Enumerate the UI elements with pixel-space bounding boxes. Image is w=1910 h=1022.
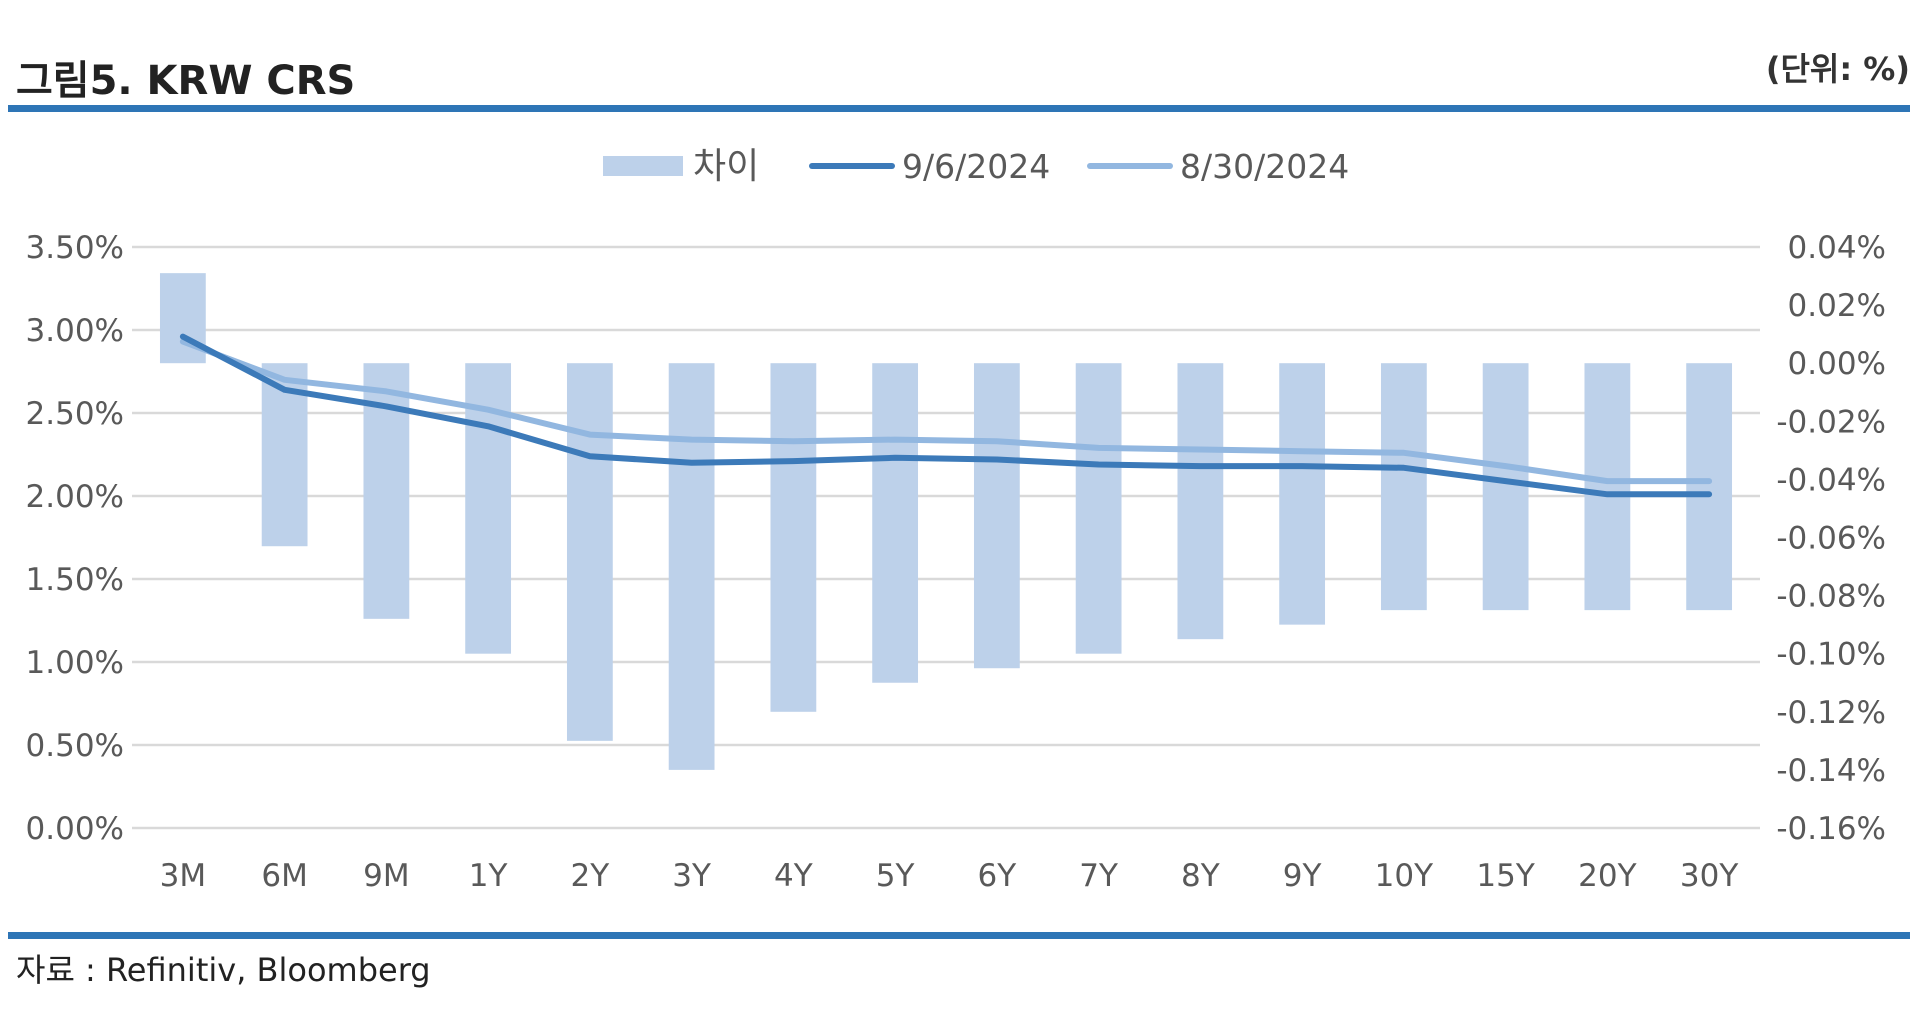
line-series-previous	[179, 338, 1713, 485]
right-y-axis: -0.16% -0.14% -0.12% -0.10% -0.08% -0.06% -0.0…	[1776, 230, 1886, 847]
x-tick-label: 3Y	[672, 858, 711, 894]
right-tick-label: -0.08%	[1776, 579, 1886, 615]
right-tick-label: 0.00%	[1788, 346, 1886, 382]
top-rule	[8, 105, 1910, 112]
bar-difference-30Y	[1686, 363, 1733, 611]
chart-title: 그림5. KRW CRS	[16, 58, 356, 104]
right-tick-label: -0.16%	[1776, 811, 1886, 847]
left-tick-label: 0.00%	[26, 811, 124, 847]
source-note: 자료 : Refinitiv, Bloomberg	[16, 951, 431, 989]
left-tick-label: 2.50%	[26, 396, 124, 432]
x-tick-label: 7Y	[1079, 858, 1118, 894]
x-tick-label: 9Y	[1283, 858, 1322, 894]
right-tick-label: -0.06%	[1776, 521, 1886, 557]
right-tick-label: -0.04%	[1776, 462, 1886, 498]
x-tick-label: 8Y	[1181, 858, 1220, 894]
legend-swatch-bar	[603, 156, 683, 176]
legend-label-difference: 차이	[693, 146, 759, 187]
x-tick-label: 3M	[160, 858, 206, 894]
bar-difference-8Y	[1177, 363, 1224, 640]
lines-series	[179, 333, 1713, 498]
bar-difference-6Y	[973, 363, 1020, 669]
right-tick-label: -0.12%	[1776, 695, 1886, 731]
bar-difference-15Y	[1482, 363, 1529, 611]
bar-difference-7Y	[1075, 363, 1122, 654]
bar-difference-20Y	[1584, 363, 1631, 611]
left-tick-label: 3.00%	[26, 313, 124, 349]
x-tick-label: 2Y	[571, 858, 610, 894]
left-y-axis: 0.00% 0.50% 1.00% 1.50% 2.00% 2.50% 3.00% 3.50%	[26, 230, 124, 847]
legend: 차이 9/6/2024 8/30/2024	[603, 146, 1349, 187]
bars-difference	[159, 273, 1733, 770]
bar-difference-4Y	[770, 363, 817, 712]
left-tick-label: 2.00%	[26, 479, 124, 515]
x-tick-label: 4Y	[774, 858, 813, 894]
right-tick-label: -0.10%	[1776, 637, 1886, 673]
x-axis: 3M 6M 9M 1Y 2Y 3Y 4Y 5Y 6Y 7Y 8Y 9Y 10Y 15Y 20Y 30Y	[160, 858, 1739, 894]
bar-difference-5Y	[872, 363, 919, 683]
x-tick-label: 15Y	[1476, 858, 1534, 894]
unit-label: (단위: %)	[1765, 50, 1910, 88]
x-tick-label: 9M	[363, 858, 409, 894]
bar-difference-2Y	[566, 363, 613, 741]
right-tick-label: 0.04%	[1788, 230, 1886, 266]
x-tick-label: 10Y	[1375, 858, 1433, 894]
bar-difference-10Y	[1380, 363, 1427, 611]
left-tick-label: 1.00%	[26, 645, 124, 681]
left-tick-label: 3.50%	[26, 230, 124, 266]
x-tick-label: 30Y	[1680, 858, 1738, 894]
legend-label-current: 9/6/2024	[902, 147, 1050, 186]
x-tick-label: 6M	[261, 858, 307, 894]
left-tick-label: 0.50%	[26, 728, 124, 764]
right-tick-label: -0.02%	[1776, 404, 1886, 440]
x-tick-label: 5Y	[876, 858, 915, 894]
x-tick-label: 1Y	[469, 858, 508, 894]
legend-label-previous: 8/30/2024	[1180, 147, 1349, 186]
bar-difference-9Y	[1279, 363, 1326, 625]
bottom-rule	[8, 932, 1910, 939]
right-tick-label: -0.14%	[1776, 753, 1886, 789]
krw-crs-chart: 0.00% 0.50% 1.00% 1.50% 2.00% 2.50% 3.00% 3.50%…	[26, 146, 1886, 894]
line-series-current	[179, 333, 1713, 498]
x-tick-label: 6Y	[978, 858, 1017, 894]
right-tick-label: 0.02%	[1788, 288, 1886, 324]
left-tick-label: 1.50%	[26, 562, 124, 598]
chart-header: 그림5. KRW CRS (단위: %)	[0, 0, 1910, 112]
x-tick-label: 20Y	[1578, 858, 1636, 894]
bar-difference-3Y	[668, 363, 715, 770]
